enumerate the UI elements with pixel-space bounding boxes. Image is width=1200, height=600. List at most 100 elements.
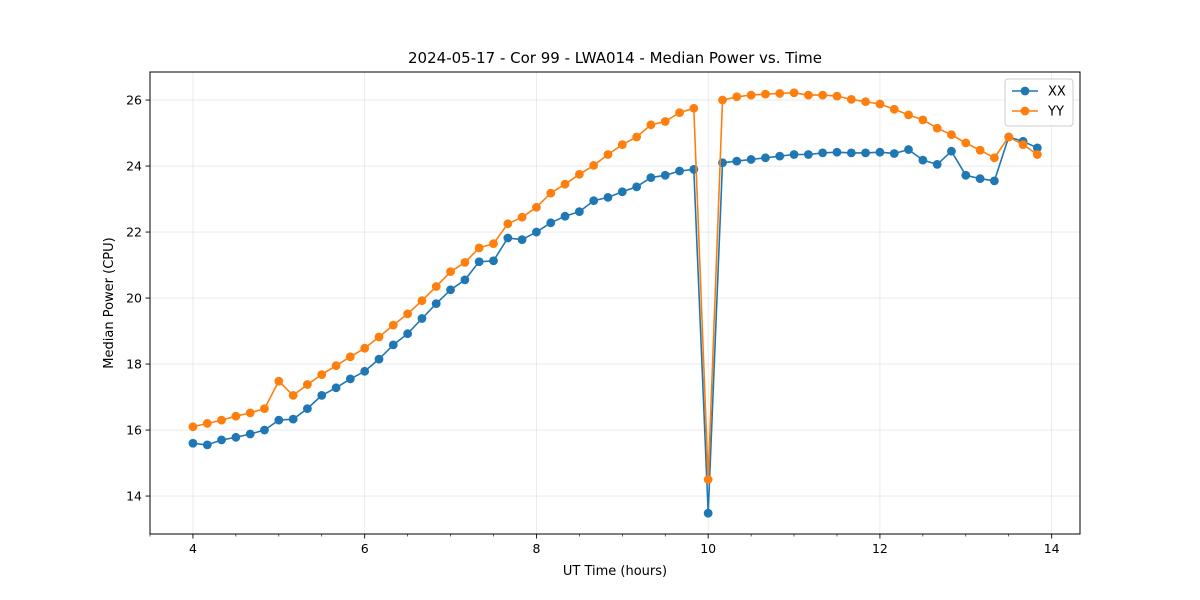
data-point-xx	[617, 187, 627, 197]
legend-label-yy: YY	[1047, 105, 1064, 120]
series-layer	[188, 88, 1042, 518]
data-point-yy	[861, 97, 870, 107]
data-point-yy	[889, 104, 899, 114]
data-point-yy	[904, 110, 913, 120]
data-point-yy	[675, 108, 684, 117]
data-point-xx	[202, 440, 212, 450]
legend-marker-xx	[1020, 86, 1030, 96]
data-point-yy	[532, 202, 541, 212]
legend-marker-yy	[1020, 106, 1030, 116]
data-point-xx	[560, 211, 570, 221]
data-point-xx	[1032, 143, 1042, 153]
data-point-yy	[431, 282, 441, 291]
data-point-yy	[303, 380, 312, 389]
data-point-yy	[374, 332, 384, 342]
data-point-xx	[345, 374, 355, 384]
axis-ticks: 4 6 8 10 12 14 14 16 18 20 22 24 26	[126, 93, 1060, 556]
data-point-xx	[231, 432, 241, 442]
x-tick-label: 8	[532, 541, 540, 556]
data-point-xx	[761, 153, 770, 163]
data-point-yy	[718, 95, 727, 105]
data-point-yy	[446, 267, 455, 277]
data-point-yy	[417, 296, 427, 306]
data-point-yy	[231, 411, 241, 421]
data-point-yy	[832, 91, 842, 101]
data-point-xx	[460, 275, 470, 285]
data-point-yy	[646, 120, 656, 130]
data-point-xx	[961, 170, 971, 180]
data-point-yy	[460, 258, 470, 267]
data-point-yy	[660, 117, 670, 126]
data-point-xx	[288, 414, 298, 424]
x-tick-label: 4	[189, 541, 197, 556]
data-point-xx	[904, 145, 913, 154]
data-point-xx	[932, 160, 942, 169]
data-point-yy	[1032, 150, 1042, 159]
data-point-yy	[489, 239, 498, 249]
data-point-yy	[803, 90, 813, 100]
data-point-yy	[403, 309, 413, 319]
data-point-xx	[503, 233, 513, 243]
legend-label-xx: XX	[1048, 85, 1066, 100]
data-point-xx	[632, 182, 642, 192]
data-point-yy	[632, 132, 642, 142]
data-point-yy	[245, 408, 255, 418]
data-point-yy	[574, 169, 584, 179]
data-point-yy	[546, 188, 556, 198]
data-point-xx	[431, 299, 441, 309]
data-point-xx	[388, 340, 398, 350]
data-point-yy	[947, 130, 956, 140]
data-point-xx	[532, 227, 541, 237]
data-point-yy	[317, 370, 327, 380]
data-point-xx	[489, 256, 498, 266]
data-point-xx	[417, 314, 427, 323]
data-point-xx	[646, 173, 656, 183]
y-tick-label: 20	[126, 291, 142, 306]
data-point-yy	[818, 90, 828, 100]
data-point-yy	[217, 415, 226, 425]
grid-lines	[150, 72, 1080, 534]
data-point-yy	[274, 376, 284, 386]
data-point-xx	[360, 366, 370, 376]
data-point-yy	[1018, 140, 1028, 150]
data-point-xx	[803, 150, 813, 159]
data-point-yy	[932, 123, 942, 133]
data-point-xx	[474, 257, 484, 267]
chart-title: 2024-05-17 - Cor 99 - LWA014 - Median Po…	[408, 49, 822, 67]
y-tick-label: 18	[126, 357, 142, 372]
data-point-xx	[303, 404, 312, 413]
data-point-yy	[1004, 132, 1014, 142]
data-point-yy	[331, 361, 341, 371]
data-point-xx	[989, 176, 999, 186]
data-point-xx	[875, 147, 885, 157]
y-tick-label: 22	[126, 225, 142, 240]
data-point-xx	[245, 429, 255, 439]
data-point-yy	[388, 320, 398, 330]
data-point-yy	[589, 160, 599, 170]
data-point-xx	[331, 383, 341, 393]
data-point-xx	[188, 438, 198, 448]
data-point-xx	[918, 155, 928, 165]
data-point-xx	[374, 354, 384, 364]
plot-area-frame	[149, 71, 1081, 535]
data-point-xx	[403, 329, 413, 339]
data-point-xx	[703, 508, 713, 518]
data-point-yy	[775, 89, 785, 98]
x-tick-label: 14	[1044, 541, 1060, 556]
data-point-xx	[660, 170, 670, 180]
data-point-xx	[589, 196, 599, 206]
data-point-yy	[918, 115, 928, 125]
data-point-yy	[961, 138, 971, 148]
data-point-xx	[217, 435, 226, 445]
y-axis-label: Median Power (CPU)	[102, 237, 117, 368]
x-tick-label: 6	[361, 541, 369, 556]
data-point-yy	[360, 343, 370, 353]
data-point-xx	[274, 415, 284, 425]
data-point-xx	[732, 156, 742, 166]
data-point-xx	[574, 207, 584, 216]
y-tick-label: 14	[126, 489, 142, 504]
data-point-yy	[989, 153, 999, 163]
data-point-yy	[260, 404, 269, 413]
data-point-yy	[345, 352, 355, 362]
